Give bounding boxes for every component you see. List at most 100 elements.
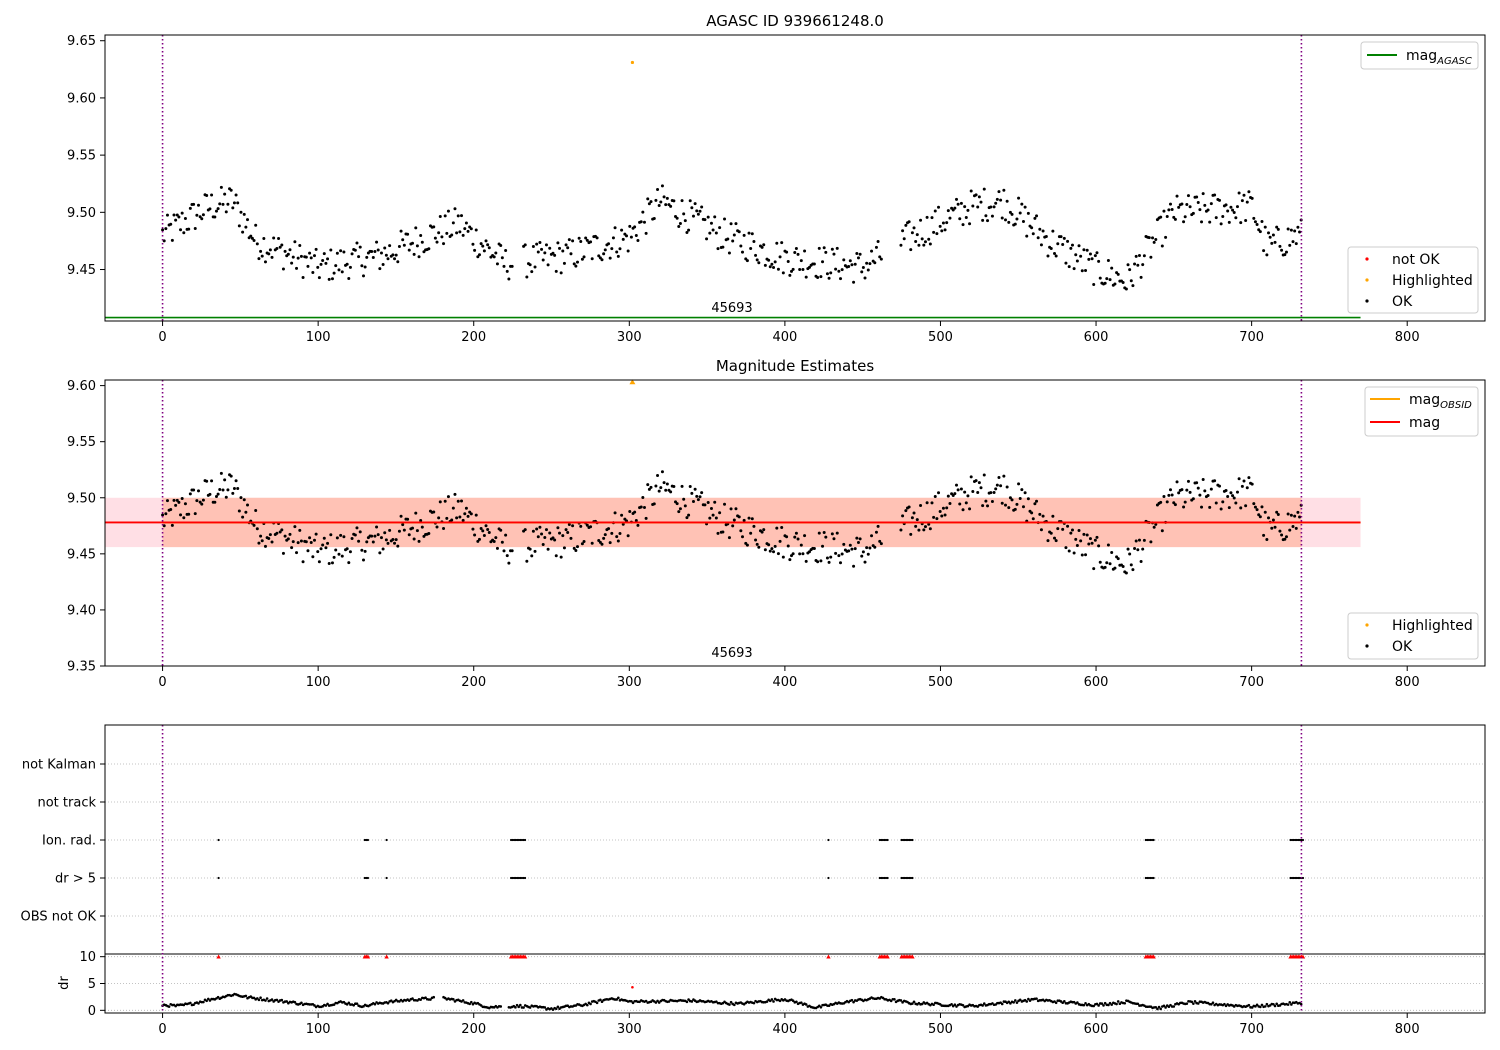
- flag-mark: [519, 838, 522, 842]
- magnitude-ok-point: [688, 484, 692, 488]
- magnitude-ok-point: [244, 510, 248, 514]
- agasc-ok-point: [938, 224, 942, 228]
- agasc-ok-point: [361, 274, 365, 278]
- agasc-ok-point: [902, 237, 906, 241]
- magnitude-ok-point: [1270, 526, 1274, 530]
- flag-mark: [363, 838, 366, 842]
- magnitude-ok-point: [406, 517, 410, 521]
- dr-point: [1159, 1007, 1162, 1011]
- agasc-ok-point: [994, 201, 998, 205]
- magnitude-xtick-label-600: 600: [1084, 675, 1109, 690]
- dr-point: [981, 1004, 984, 1007]
- agasc-ok-point: [1265, 253, 1269, 257]
- agasc-ok-point: [249, 234, 253, 238]
- magnitude-ok-point: [675, 502, 679, 506]
- agasc-ok-point: [1142, 254, 1146, 258]
- flag-mark: [516, 838, 519, 842]
- agasc-ok-point: [381, 263, 385, 267]
- dr-point: [275, 998, 279, 1002]
- agasc-ok-point: [316, 265, 320, 269]
- flag-mark: [1300, 838, 1303, 842]
- agasc-ok-point: [963, 205, 967, 209]
- agasc-ok-point: [688, 199, 692, 203]
- agasc-xtick-label-400: 400: [772, 330, 797, 345]
- magnitude-ok-point: [974, 479, 978, 483]
- agasc-ok-point: [1079, 254, 1083, 258]
- magnitude-ytick-label-9.55: 9.55: [67, 435, 96, 450]
- magnitude-ok-point: [1133, 546, 1137, 550]
- magnitude-ok-point: [296, 541, 300, 545]
- agasc-ok-point: [218, 202, 222, 206]
- agasc-ok-point: [1226, 209, 1230, 213]
- magnitude-ok-point: [1255, 508, 1259, 512]
- magnitude-ok-point: [1195, 481, 1199, 485]
- agasc-ok-point: [819, 275, 823, 279]
- dr-point: [1100, 1002, 1104, 1005]
- magnitude-ok-point: [1141, 547, 1145, 551]
- agasc-ok-point: [420, 240, 424, 244]
- dr-point: [192, 1003, 195, 1006]
- magnitude-ok-point: [477, 537, 481, 541]
- flag-mark: [1144, 876, 1147, 880]
- agasc-ok-point: [237, 224, 241, 228]
- agasc-ok-point: [481, 244, 485, 248]
- magnitude-ok-point: [355, 526, 359, 530]
- magnitude-ok-point: [1275, 510, 1279, 514]
- magnitude-ok-point: [402, 528, 406, 532]
- agasc-ok-point: [834, 267, 838, 271]
- magnitude-ok-point: [172, 498, 176, 502]
- magnitude-ok-point: [278, 530, 282, 534]
- agasc-ok-point: [399, 229, 403, 233]
- magnitude-ok-point: [652, 502, 656, 506]
- magnitude-ok-point: [803, 534, 807, 538]
- agasc-ok-point: [371, 256, 375, 260]
- agasc-ok-point: [597, 254, 601, 258]
- flag-mark: [902, 876, 905, 880]
- flag-mark: [517, 838, 520, 842]
- agasc-ok-point: [482, 249, 486, 253]
- magnitude-ok-point: [554, 554, 558, 558]
- magnitude-xtick-label-200: 200: [461, 675, 486, 690]
- magnitude-ok-point: [564, 528, 568, 532]
- agasc-ok-point: [378, 267, 382, 271]
- agasc-ok-point: [221, 202, 225, 206]
- dr-point: [1097, 1004, 1100, 1007]
- magnitude-ok-point: [580, 542, 584, 546]
- agasc-ok-point: [1066, 239, 1070, 243]
- magnitude-ok-point: [530, 554, 534, 558]
- dr-point: [1123, 1001, 1127, 1005]
- magnitude-ok-point: [394, 538, 398, 542]
- magnitude-ok-point: [794, 531, 798, 535]
- magnitude-ok-point: [752, 524, 756, 528]
- magnitude-ok-point: [1219, 507, 1223, 511]
- magnitude-ok-point: [636, 523, 640, 527]
- agasc-ok-point: [760, 245, 764, 249]
- dr-point: [630, 999, 633, 1003]
- agasc-ok-point: [680, 199, 684, 203]
- magnitude-ok-point: [709, 507, 713, 511]
- flag-mark: [519, 876, 522, 880]
- magnitude-ok-point: [531, 529, 535, 533]
- agasc-ok-point: [339, 249, 343, 253]
- dr-point: [791, 999, 795, 1003]
- magnitude-ytick-label-9.50: 9.50: [67, 491, 96, 506]
- dr-point: [770, 998, 774, 1001]
- agasc-ok-point: [435, 240, 439, 244]
- magnitude-ok-point: [383, 531, 387, 535]
- agasc-ok-point: [1291, 240, 1295, 244]
- agasc-ok-point: [442, 242, 446, 246]
- agasc-ok-point: [474, 228, 478, 232]
- agasc-legend-points: not OK Highlighted OK: [1347, 246, 1479, 314]
- magnitude-ok-point: [275, 531, 279, 535]
- magnitude-ok-point: [1020, 488, 1024, 492]
- agasc-ok-point: [971, 204, 975, 208]
- magnitude-ok-point: [451, 506, 455, 510]
- dr-point: [429, 998, 432, 1001]
- agasc-ok-point: [976, 205, 980, 209]
- agasc-ok-point: [954, 197, 958, 201]
- magnitude-ok-point: [981, 504, 985, 508]
- agasc-ok-point: [255, 242, 259, 246]
- dr-point: [1116, 1000, 1120, 1003]
- magnitude-ok-point: [785, 535, 789, 539]
- dr-point: [1000, 1002, 1004, 1006]
